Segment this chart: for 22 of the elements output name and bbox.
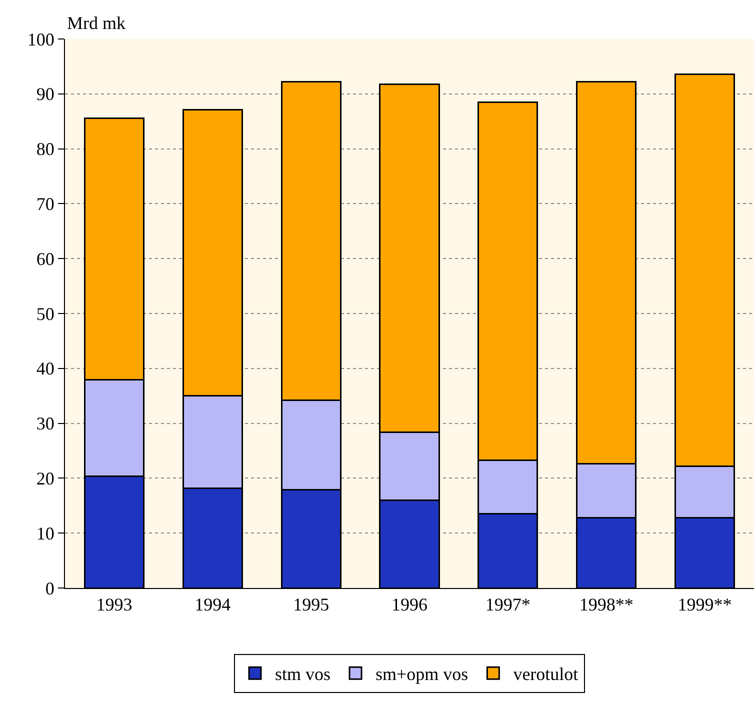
- y-tick-label: 50: [36, 304, 54, 324]
- y-tick-label: 60: [36, 248, 54, 269]
- y-tick-label: 10: [36, 523, 54, 544]
- legend-label: verotulot: [513, 664, 578, 684]
- y-tick-label: 90: [36, 84, 54, 104]
- x-tick-label: 1993: [96, 594, 132, 615]
- x-tick-label: 1995: [293, 594, 330, 615]
- legend-label: sm+opm vos: [376, 664, 468, 684]
- legend-label: stm vos: [275, 664, 331, 684]
- x-tick-label: 1997*: [485, 594, 530, 615]
- x-tick-label: 1998**: [579, 594, 634, 615]
- y-tick-label: 20: [36, 468, 54, 488]
- y-tick-label: 30: [36, 414, 54, 434]
- x-tick-label: 1999**: [678, 594, 732, 615]
- y-tick-label: 40: [36, 358, 54, 379]
- y-tick-label: 70: [36, 194, 54, 214]
- y-tick-label: 100: [27, 29, 54, 50]
- y-tick-label: 0: [45, 578, 54, 598]
- y-axis-title: Mrd mk: [67, 13, 126, 33]
- y-tick-label: 80: [36, 139, 54, 160]
- x-tick-label: 1994: [194, 594, 231, 615]
- x-tick-label: 1996: [392, 594, 428, 615]
